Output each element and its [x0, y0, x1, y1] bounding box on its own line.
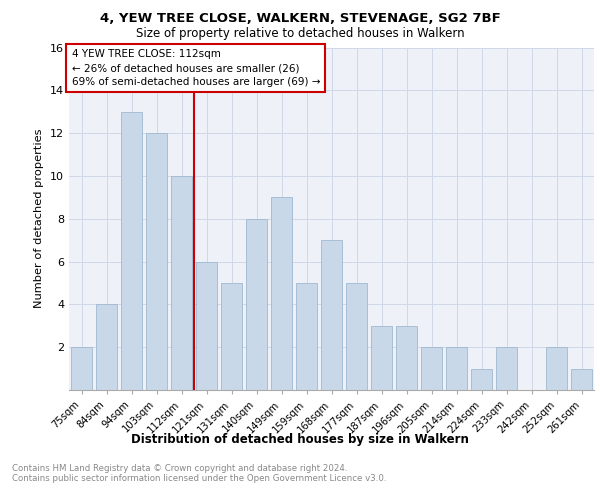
Bar	[371, 326, 392, 390]
Bar	[396, 326, 417, 390]
Text: 4, YEW TREE CLOSE, WALKERN, STEVENAGE, SG2 7BF: 4, YEW TREE CLOSE, WALKERN, STEVENAGE, S…	[100, 12, 500, 26]
Text: Contains HM Land Registry data © Crown copyright and database right 2024.
Contai: Contains HM Land Registry data © Crown c…	[12, 464, 386, 483]
Text: Size of property relative to detached houses in Walkern: Size of property relative to detached ho…	[136, 28, 464, 40]
Bar	[496, 347, 517, 390]
Bar	[571, 368, 592, 390]
Bar	[71, 347, 92, 390]
Bar	[196, 262, 217, 390]
Text: 4 YEW TREE CLOSE: 112sqm
← 26% of detached houses are smaller (26)
69% of semi-d: 4 YEW TREE CLOSE: 112sqm ← 26% of detach…	[71, 49, 320, 87]
Bar	[221, 283, 242, 390]
Bar	[446, 347, 467, 390]
Bar	[296, 283, 317, 390]
Bar	[421, 347, 442, 390]
Bar	[546, 347, 567, 390]
Bar	[321, 240, 342, 390]
Text: Distribution of detached houses by size in Walkern: Distribution of detached houses by size …	[131, 432, 469, 446]
Bar	[96, 304, 117, 390]
Bar	[346, 283, 367, 390]
Bar	[171, 176, 192, 390]
Bar	[121, 112, 142, 390]
Bar	[246, 219, 267, 390]
Y-axis label: Number of detached properties: Number of detached properties	[34, 129, 44, 308]
Bar	[146, 133, 167, 390]
Bar	[471, 368, 492, 390]
Bar	[271, 198, 292, 390]
